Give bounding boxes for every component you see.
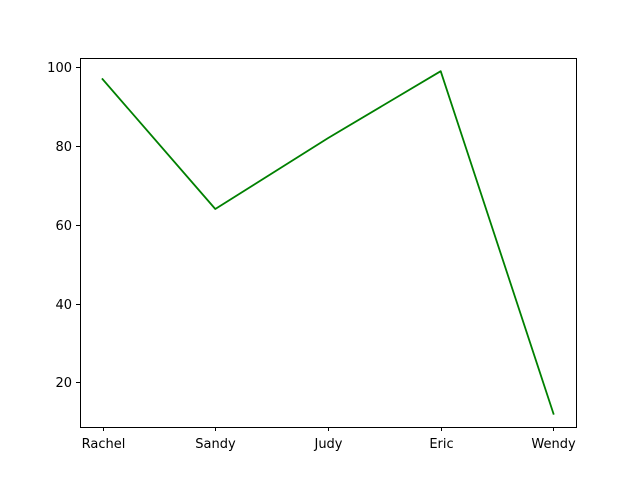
y-tick-label: 60 [55, 219, 72, 234]
x-tick-label: Rachel [82, 437, 126, 452]
y-tick-label: 40 [55, 298, 72, 313]
x-tick-label: Sandy [195, 437, 236, 452]
y-tick-label: 100 [47, 61, 72, 76]
y-tick-label: 80 [55, 140, 72, 155]
x-tick-label: Judy [313, 437, 342, 452]
y-tick-label: 20 [55, 376, 72, 391]
x-tick-label: Wendy [531, 437, 576, 452]
x-tick-label: Eric [429, 437, 453, 452]
